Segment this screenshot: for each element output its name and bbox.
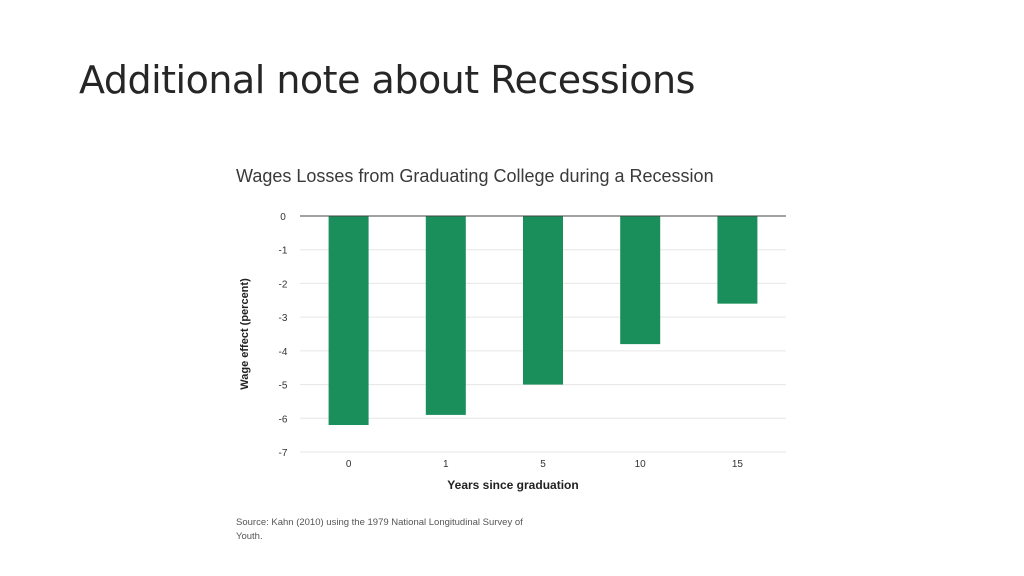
y-tick-label: 0: [280, 212, 286, 223]
y-tick-label: -7: [279, 448, 288, 459]
y-tick-label: -1: [279, 246, 288, 257]
bar-15: [717, 216, 758, 304]
x-axis-ticks: 0 1 5 10 15: [346, 459, 744, 470]
x-tick-label: 1: [443, 459, 449, 470]
slide-title: Additional note about Recessions: [79, 58, 695, 102]
chart-bars: [328, 216, 758, 426]
bar-10: [620, 216, 661, 345]
y-tick-label: -3: [279, 313, 288, 324]
y-tick-label: -2: [279, 279, 288, 290]
bar-0: [328, 216, 369, 426]
y-axis-label: Wage effect (percent): [239, 278, 251, 390]
bar-5: [523, 216, 563, 385]
y-tick-label: -5: [279, 381, 288, 392]
x-tick-label: 15: [732, 459, 744, 470]
x-axis-label: Years since graduation: [447, 478, 578, 492]
x-tick-label: 10: [635, 459, 647, 470]
y-tick-label: -6: [279, 414, 288, 425]
x-tick-label: 5: [540, 459, 546, 470]
chart-title: Wages Losses from Graduating College dur…: [236, 166, 714, 186]
x-tick-label: 0: [346, 459, 352, 470]
chart-source-note: Source: Kahn (2010) using the 1979 Natio…: [236, 517, 523, 542]
y-axis-ticks: 0 -1 -2 -3 -4 -5 -6 -7: [279, 212, 288, 459]
bar-1: [425, 216, 466, 415]
bar-chart: 0-1-2-3-4-5-6-7 0 1 5 10 15 Wage effect (per…: [239, 212, 786, 492]
y-tick-label: -4: [279, 347, 288, 358]
